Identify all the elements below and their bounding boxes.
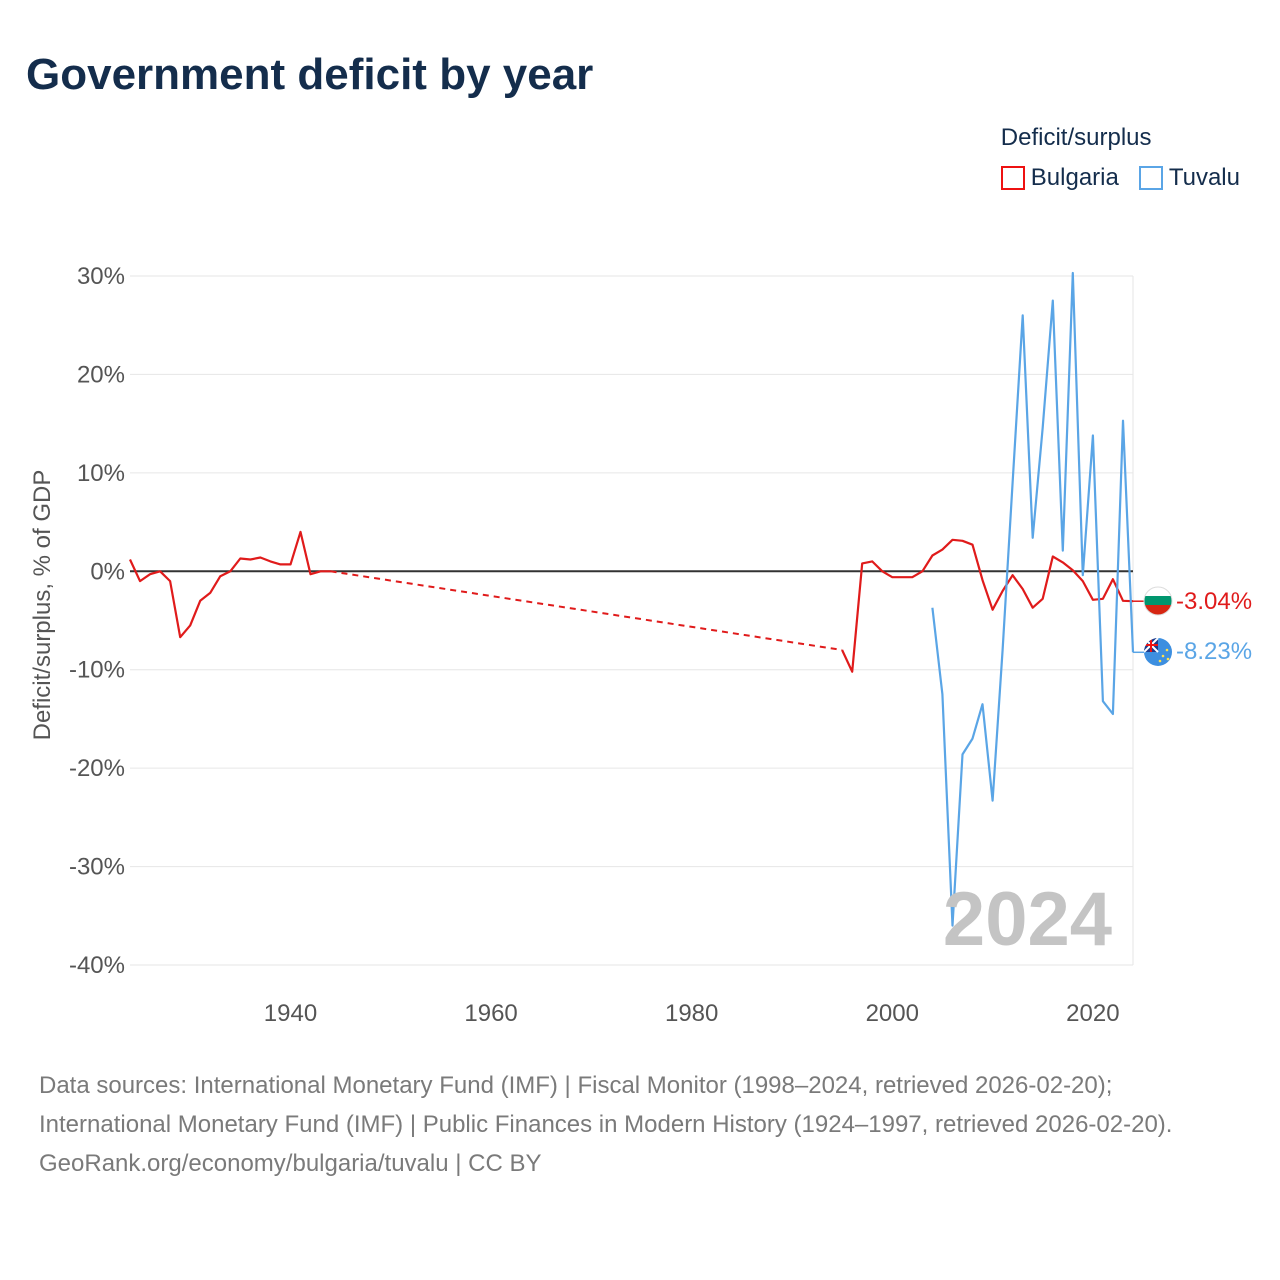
bulgaria-flag-icon — [1144, 587, 1172, 615]
end-label-tuvalu: -8.23% — [1176, 638, 1252, 665]
year-watermark: 2024 — [943, 877, 1112, 962]
y-axis-ticks: 30% 20% 10% 0% -10% -20% -30% -40% — [69, 263, 125, 979]
end-label-bulgaria: -3.04% — [1176, 588, 1252, 615]
x-tick-label: 1960 — [464, 1000, 517, 1027]
x-tick-label: 1980 — [665, 1000, 718, 1027]
series-layer — [129, 271, 1144, 927]
footer: Data sources: International Monetary Fun… — [39, 1066, 1239, 1183]
legend-label-bulgaria: Bulgaria — [1030, 164, 1119, 191]
x-axis-ticks: 1940 1960 1980 2000 2020 — [264, 1000, 1120, 1027]
y-tick-label: -30% — [69, 854, 125, 881]
x-tick-label: 2020 — [1066, 1000, 1119, 1027]
y-tick-label: -10% — [69, 657, 125, 684]
series-line-bulgaria[interactable] — [841, 538, 1134, 673]
y-tick-label: 30% — [77, 263, 125, 290]
credit-link[interactable]: GeoRank.org/economy/bulgaria/tuvalu | CC… — [39, 1150, 542, 1177]
y-tick-label: 20% — [77, 361, 125, 388]
y-tick-label: -20% — [69, 755, 125, 782]
chart-title: Government deficit by year — [26, 50, 594, 99]
legend-label-tuvalu: Tuvalu — [1168, 164, 1240, 191]
y-tick-label: 0% — [90, 558, 125, 585]
y-tick-label: -40% — [69, 952, 125, 979]
legend: Deficit/surplus Bulgaria Tuvalu — [1000, 124, 1240, 192]
y-axis-label: Deficit/surplus, % of GDP — [29, 470, 56, 741]
y-tick-label: 10% — [77, 460, 125, 487]
series-line-tuvalu[interactable] — [931, 271, 1135, 927]
x-tick-label: 2000 — [866, 1000, 919, 1027]
legend-item-bulgaria[interactable]: Bulgaria — [1000, 164, 1119, 192]
data-sources: Data sources: International Monetary Fun… — [39, 1072, 1173, 1138]
gridlines — [130, 275, 1134, 966]
line-chart: 30% 20% 10% 0% -10% -20% -30% -40% 1940 1960 1980… — [29, 263, 1252, 1027]
legend-title: Deficit/surplus — [1000, 124, 1152, 151]
legend-item-tuvalu[interactable]: Tuvalu — [1138, 164, 1240, 192]
legend-swatch-tuvalu — [1138, 166, 1163, 190]
tuvalu-flag-icon — [1144, 638, 1172, 666]
legend-swatch-bulgaria — [1000, 166, 1025, 190]
x-tick-label: 1940 — [264, 1000, 317, 1027]
series-line-bulgaria[interactable] — [129, 530, 331, 639]
series-line-bulgaria-gap[interactable] — [330, 570, 843, 651]
